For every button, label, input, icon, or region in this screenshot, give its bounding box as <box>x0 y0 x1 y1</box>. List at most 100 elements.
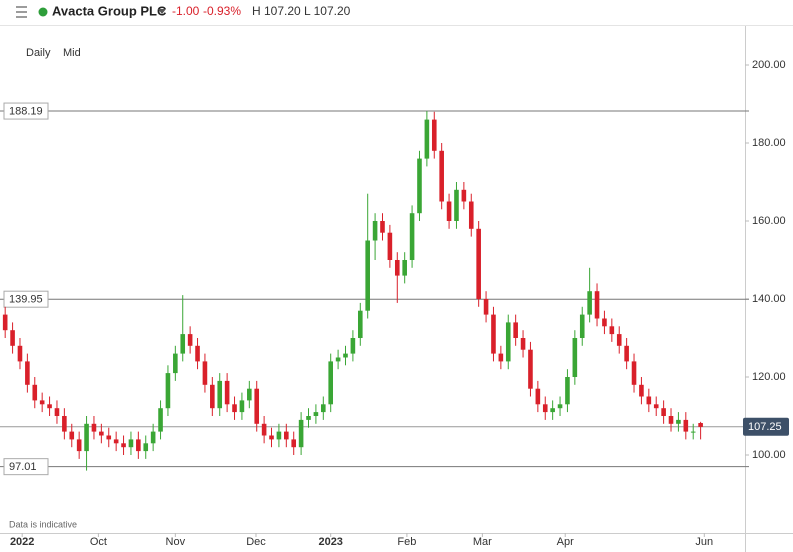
candle-body <box>587 291 592 315</box>
candle-body <box>535 388 541 405</box>
menu-icon[interactable] <box>16 6 27 18</box>
candle-body <box>609 326 615 335</box>
candle-body <box>254 388 260 424</box>
status-dot <box>38 7 48 17</box>
candle-body <box>372 221 378 241</box>
x-tick-label: 2023 <box>318 536 342 548</box>
candle-body <box>91 423 97 432</box>
candle-body <box>32 384 38 401</box>
candle-body <box>394 260 400 276</box>
candle-body <box>520 338 526 350</box>
candle-body <box>483 299 489 315</box>
candle-body <box>446 201 452 221</box>
candle-body <box>624 345 629 362</box>
candle-body <box>313 412 319 416</box>
candle-body <box>491 314 496 354</box>
candle-body <box>62 416 67 432</box>
dropdown-arrow[interactable] <box>158 9 166 14</box>
candle-body <box>158 408 163 432</box>
high-low: H 107.20 L 107.20 <box>252 4 351 18</box>
candle-body <box>284 431 289 440</box>
candle-body <box>542 404 548 413</box>
candle-body <box>136 439 141 452</box>
level-label: 139.95 <box>9 294 43 306</box>
candle-body <box>113 439 119 444</box>
y-tick-label: 100.00 <box>752 449 786 461</box>
candle-body <box>431 119 437 151</box>
candle-body <box>239 400 245 413</box>
level-label: 188.19 <box>9 105 43 117</box>
candle-body <box>616 334 622 346</box>
candle-body <box>550 408 555 413</box>
candle-body <box>54 408 60 416</box>
candle-body <box>195 345 200 362</box>
candle-body <box>661 408 666 416</box>
y-tick-label: 160.00 <box>752 215 786 227</box>
candle-body <box>557 404 563 409</box>
candle-body <box>646 396 652 405</box>
candle-body <box>247 388 252 401</box>
y-tick-label: 120.00 <box>752 371 786 383</box>
candle-body <box>683 419 689 432</box>
candle-body <box>143 443 149 452</box>
candle-body <box>173 353 178 374</box>
period-button[interactable]: Daily <box>26 47 51 59</box>
candle-body <box>365 240 370 311</box>
candle-body <box>269 435 274 440</box>
candle-body <box>84 423 89 452</box>
candle-body <box>210 384 215 409</box>
candle-body <box>565 377 570 405</box>
candle-body <box>121 443 126 448</box>
candle-body <box>402 260 407 276</box>
y-tick-label: 200.00 <box>752 59 786 71</box>
candle-body <box>106 435 112 440</box>
candle-body <box>180 334 186 354</box>
last-price-label: 107.25 <box>748 421 782 433</box>
x-tick-label: Jun <box>695 536 713 548</box>
y-tick-label: 180.00 <box>752 137 786 149</box>
candle-body <box>498 353 504 362</box>
candle-body <box>276 431 282 440</box>
candle-body <box>424 119 430 159</box>
candle-body <box>668 416 674 424</box>
candle-body <box>579 314 585 338</box>
level-label-box <box>3 458 49 476</box>
candle-body <box>454 189 459 221</box>
x-tick-label: Mar <box>473 536 492 548</box>
candle-body <box>321 404 326 413</box>
x-tick-label: Apr <box>557 536 574 548</box>
candle-body <box>2 314 8 331</box>
level-label-box <box>3 102 49 120</box>
candle-body <box>202 361 208 385</box>
candle-body <box>39 400 45 405</box>
disclaimer: Data is indicative <box>9 519 77 529</box>
candle-body <box>298 419 304 448</box>
candle-body <box>461 189 467 202</box>
candle-body <box>631 361 637 385</box>
candle-body <box>350 338 356 354</box>
candle-body <box>69 431 75 440</box>
last-price-box <box>743 417 789 436</box>
candle-body <box>165 373 171 409</box>
candle-body <box>187 334 193 346</box>
candle-body <box>47 404 52 409</box>
candle-body <box>594 291 600 319</box>
candle-body <box>380 221 385 233</box>
candle-body <box>232 404 237 413</box>
price-type-button[interactable]: Mid <box>63 47 81 59</box>
candle-body <box>653 404 659 409</box>
candle-body <box>439 150 444 202</box>
candle-body <box>698 423 703 427</box>
candle-body <box>291 439 297 448</box>
change-pct: -0.93% <box>203 4 241 18</box>
instrument-name[interactable]: Avacta Group PLC <box>52 3 167 18</box>
candle-body <box>306 416 311 420</box>
change: -1.00 <box>172 4 200 18</box>
candle-body <box>25 361 30 385</box>
x-tick-label: Nov <box>166 536 186 548</box>
candle-body <box>387 232 393 260</box>
candle-body <box>128 439 134 448</box>
